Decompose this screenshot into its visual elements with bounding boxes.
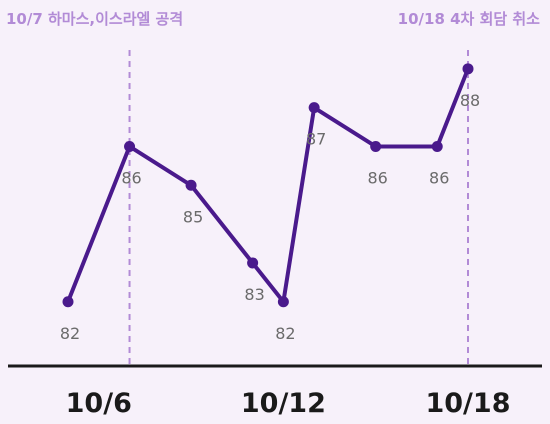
data-label-layer: 82 86 85 83 82 87 86 86 88 bbox=[60, 91, 480, 343]
data-point bbox=[277, 296, 289, 308]
data-label: 83 bbox=[244, 285, 264, 304]
data-label: 86 bbox=[368, 168, 388, 187]
annotation-label: 10/7 하마스,이스라엘 공격 bbox=[6, 10, 183, 28]
data-label: 86 bbox=[121, 168, 141, 187]
annotation-layer: 10/7 하마스,이스라엘 공격 10/18 4차 회담 취소 bbox=[6, 10, 540, 364]
data-label: 82 bbox=[275, 324, 295, 343]
x-tick-label: 10/12 bbox=[241, 388, 326, 419]
data-point bbox=[462, 63, 474, 75]
data-point bbox=[124, 140, 136, 152]
data-point bbox=[308, 102, 320, 114]
data-label: 82 bbox=[60, 324, 80, 343]
data-label: 86 bbox=[429, 168, 449, 187]
data-point bbox=[370, 140, 382, 152]
x-tick-label: 10/18 bbox=[425, 388, 510, 419]
data-label: 87 bbox=[306, 130, 326, 149]
data-point bbox=[62, 296, 74, 308]
data-point bbox=[247, 257, 259, 269]
data-point bbox=[431, 140, 443, 152]
data-point bbox=[185, 179, 197, 191]
x-tick-label: 10/6 bbox=[66, 388, 132, 419]
data-label: 88 bbox=[460, 91, 480, 110]
series-layer bbox=[62, 63, 474, 308]
data-label: 85 bbox=[183, 207, 203, 226]
annotation-label: 10/18 4차 회담 취소 bbox=[398, 10, 541, 28]
x-tick-layer: 10/6 10/12 10/18 bbox=[66, 388, 511, 419]
